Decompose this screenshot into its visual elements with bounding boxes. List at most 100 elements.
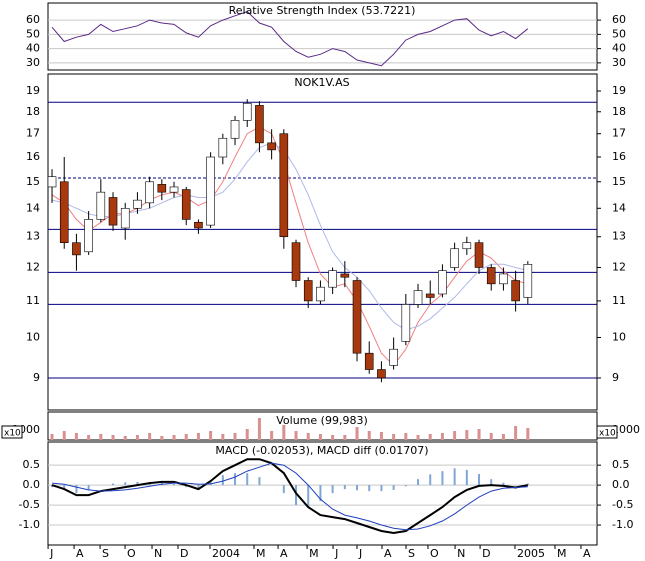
candle-body (279, 133, 289, 238)
x-tick-label: D (482, 547, 490, 560)
y-tick-label: 50 (26, 27, 40, 40)
histogram-bar (526, 483, 529, 486)
y-tick-label-right: 13 (612, 230, 626, 243)
x-tick-label: O (430, 547, 439, 560)
y-tick-label: 16 (26, 150, 40, 163)
volume-bar (74, 433, 78, 440)
y-tick-label: 0.0 (23, 478, 41, 491)
volume-bar (343, 435, 347, 440)
candle-body (181, 189, 191, 220)
volume-bar (172, 435, 176, 440)
panel-title: NOK1V.AS (294, 76, 349, 89)
y-tick-label-right: 19 (612, 84, 626, 97)
candle-body (169, 186, 179, 193)
y-tick-label-right: 0.0 (612, 478, 630, 491)
volume-bar (465, 430, 469, 440)
candle-body (511, 280, 520, 302)
multiplier-box (1, 425, 23, 439)
volume-bar (50, 434, 54, 440)
y-tick-label: 60 (26, 13, 40, 26)
candle-body (206, 156, 215, 226)
candle-body (255, 105, 264, 144)
candle-body (242, 103, 252, 121)
candle-body (218, 137, 228, 158)
x-tick-label: A (583, 547, 591, 560)
x-tick-label: O (127, 547, 136, 560)
x-tick-label: 2005 (517, 547, 545, 560)
panel-title: Volume (99,983) (276, 414, 367, 427)
histogram-bar (282, 485, 285, 494)
histogram-bar (417, 479, 420, 486)
candle-body (145, 181, 154, 204)
candle-body (340, 273, 350, 278)
candle-body (328, 270, 337, 288)
candle-body (352, 280, 362, 354)
y-tick-label-right: 11 (612, 294, 626, 307)
histogram-bar (63, 485, 66, 490)
x-tick-label: A (384, 547, 392, 560)
series-line (51, 11, 529, 67)
volume-bar (87, 435, 91, 440)
candle-body (450, 248, 459, 268)
candle-body (291, 242, 301, 281)
histogram-bar (124, 482, 127, 486)
volume-bar (477, 429, 481, 440)
y-tick-label-right: 9 (612, 371, 619, 384)
candle-body (438, 270, 447, 295)
y-tick-label-right: 10 (612, 331, 626, 344)
volume-bar (392, 434, 396, 440)
candle-body (96, 191, 106, 220)
candle-body (120, 207, 130, 229)
candle-body (157, 184, 167, 193)
histogram-bar (221, 475, 224, 486)
y-tick-label: 15 (26, 175, 40, 188)
x-tick-label: 2004 (212, 547, 240, 560)
y-tick-label: 12 (26, 260, 40, 273)
volume-bar (245, 429, 249, 440)
y-tick-label-right: 15 (612, 175, 626, 188)
x-tick-label: M (557, 547, 567, 560)
histogram-bar (429, 474, 432, 486)
candle-body (194, 221, 203, 229)
histogram-bar (478, 473, 481, 486)
volume-bar (416, 435, 420, 440)
panel-title: Relative Strength Index (53.7221) (229, 4, 416, 17)
histogram-bar (234, 473, 237, 486)
volume-bar (428, 434, 432, 440)
volume-bar (514, 426, 518, 440)
volume-bar (318, 434, 322, 440)
volume-bar (453, 431, 457, 440)
x-tick-label: D (180, 547, 188, 560)
x-tick-label: M (256, 547, 266, 560)
panel-title: MACD (-0.02053), MACD diff (0.01707) (215, 444, 428, 457)
histogram-bar (404, 485, 407, 487)
volume-bar (148, 433, 152, 440)
candle-body (84, 219, 93, 253)
y-tick-label-right: 16 (612, 150, 626, 163)
series-line (51, 126, 528, 367)
y-tick-label-right: 50 (612, 27, 626, 40)
y-tick-label-right: -0.5 (612, 498, 633, 511)
volume-bar (501, 434, 505, 440)
panel-frame (47, 2, 598, 71)
y-tick-label: 9 (33, 371, 40, 384)
volume-bar (526, 428, 530, 440)
histogram-bar (441, 471, 444, 486)
candle-body (389, 348, 398, 366)
volume-bar (135, 435, 139, 440)
volume-bar (294, 431, 298, 440)
histogram-bar (319, 485, 322, 502)
x-tick-label: J (49, 547, 53, 560)
y-tick-label: 0.5 (23, 458, 41, 471)
volume-bar (221, 434, 225, 440)
candle-body (401, 304, 411, 342)
histogram-bar (392, 485, 395, 490)
candle-body (364, 352, 374, 370)
panel-frame (47, 73, 598, 411)
histogram-bar (87, 485, 90, 491)
series-line (51, 142, 528, 331)
x-tick-label: N (154, 547, 162, 560)
candle-body (499, 273, 508, 285)
